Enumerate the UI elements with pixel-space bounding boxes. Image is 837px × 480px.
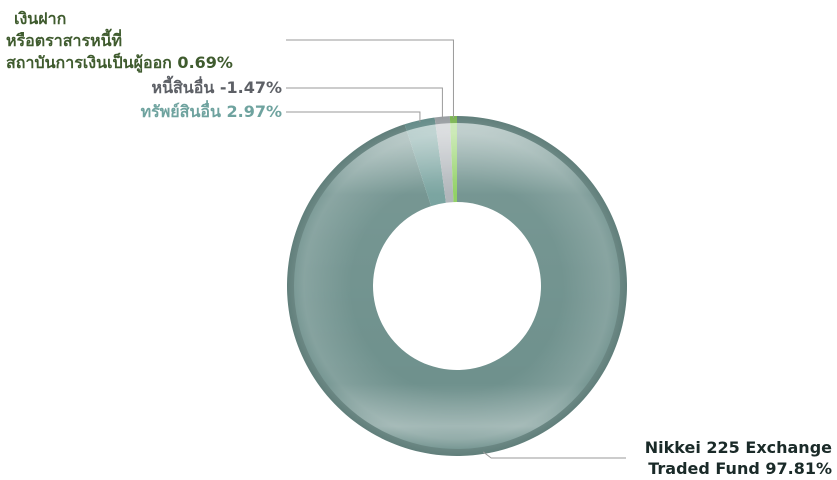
slice-label-line: หนี้สินอื่น -1.47% (152, 75, 282, 97)
leader-line (286, 39, 454, 119)
slice-label-line: Traded Fund 97.81% (648, 459, 832, 478)
slice-label: หนี้สินอื่น -1.47% (152, 75, 282, 97)
slice-label: เงินฝากหรือตราสารหนี้ที่สถาบันการเงินเป็… (6, 9, 233, 74)
slice-label-line: เงินฝาก (14, 9, 66, 28)
donut-sheen (286, 116, 627, 456)
leader-line (286, 111, 421, 123)
slice-label: Nikkei 225 Exchange Traded Fund 97.81% (645, 438, 832, 478)
slice-label-line: สถาบันการเงินเป็นผู้ออก 0.69% (6, 51, 233, 74)
leader-line (482, 451, 626, 459)
leader-line (286, 87, 443, 119)
slice-label-line: Nikkei 225 Exchange (645, 438, 832, 457)
slice-label-line: หรือตราสารหนี้ที่ (6, 28, 122, 50)
slice-label: ทรัพย์สินอื่น 2.97% (141, 100, 282, 121)
slice-label-line: ทรัพย์สินอื่น 2.97% (141, 100, 282, 121)
